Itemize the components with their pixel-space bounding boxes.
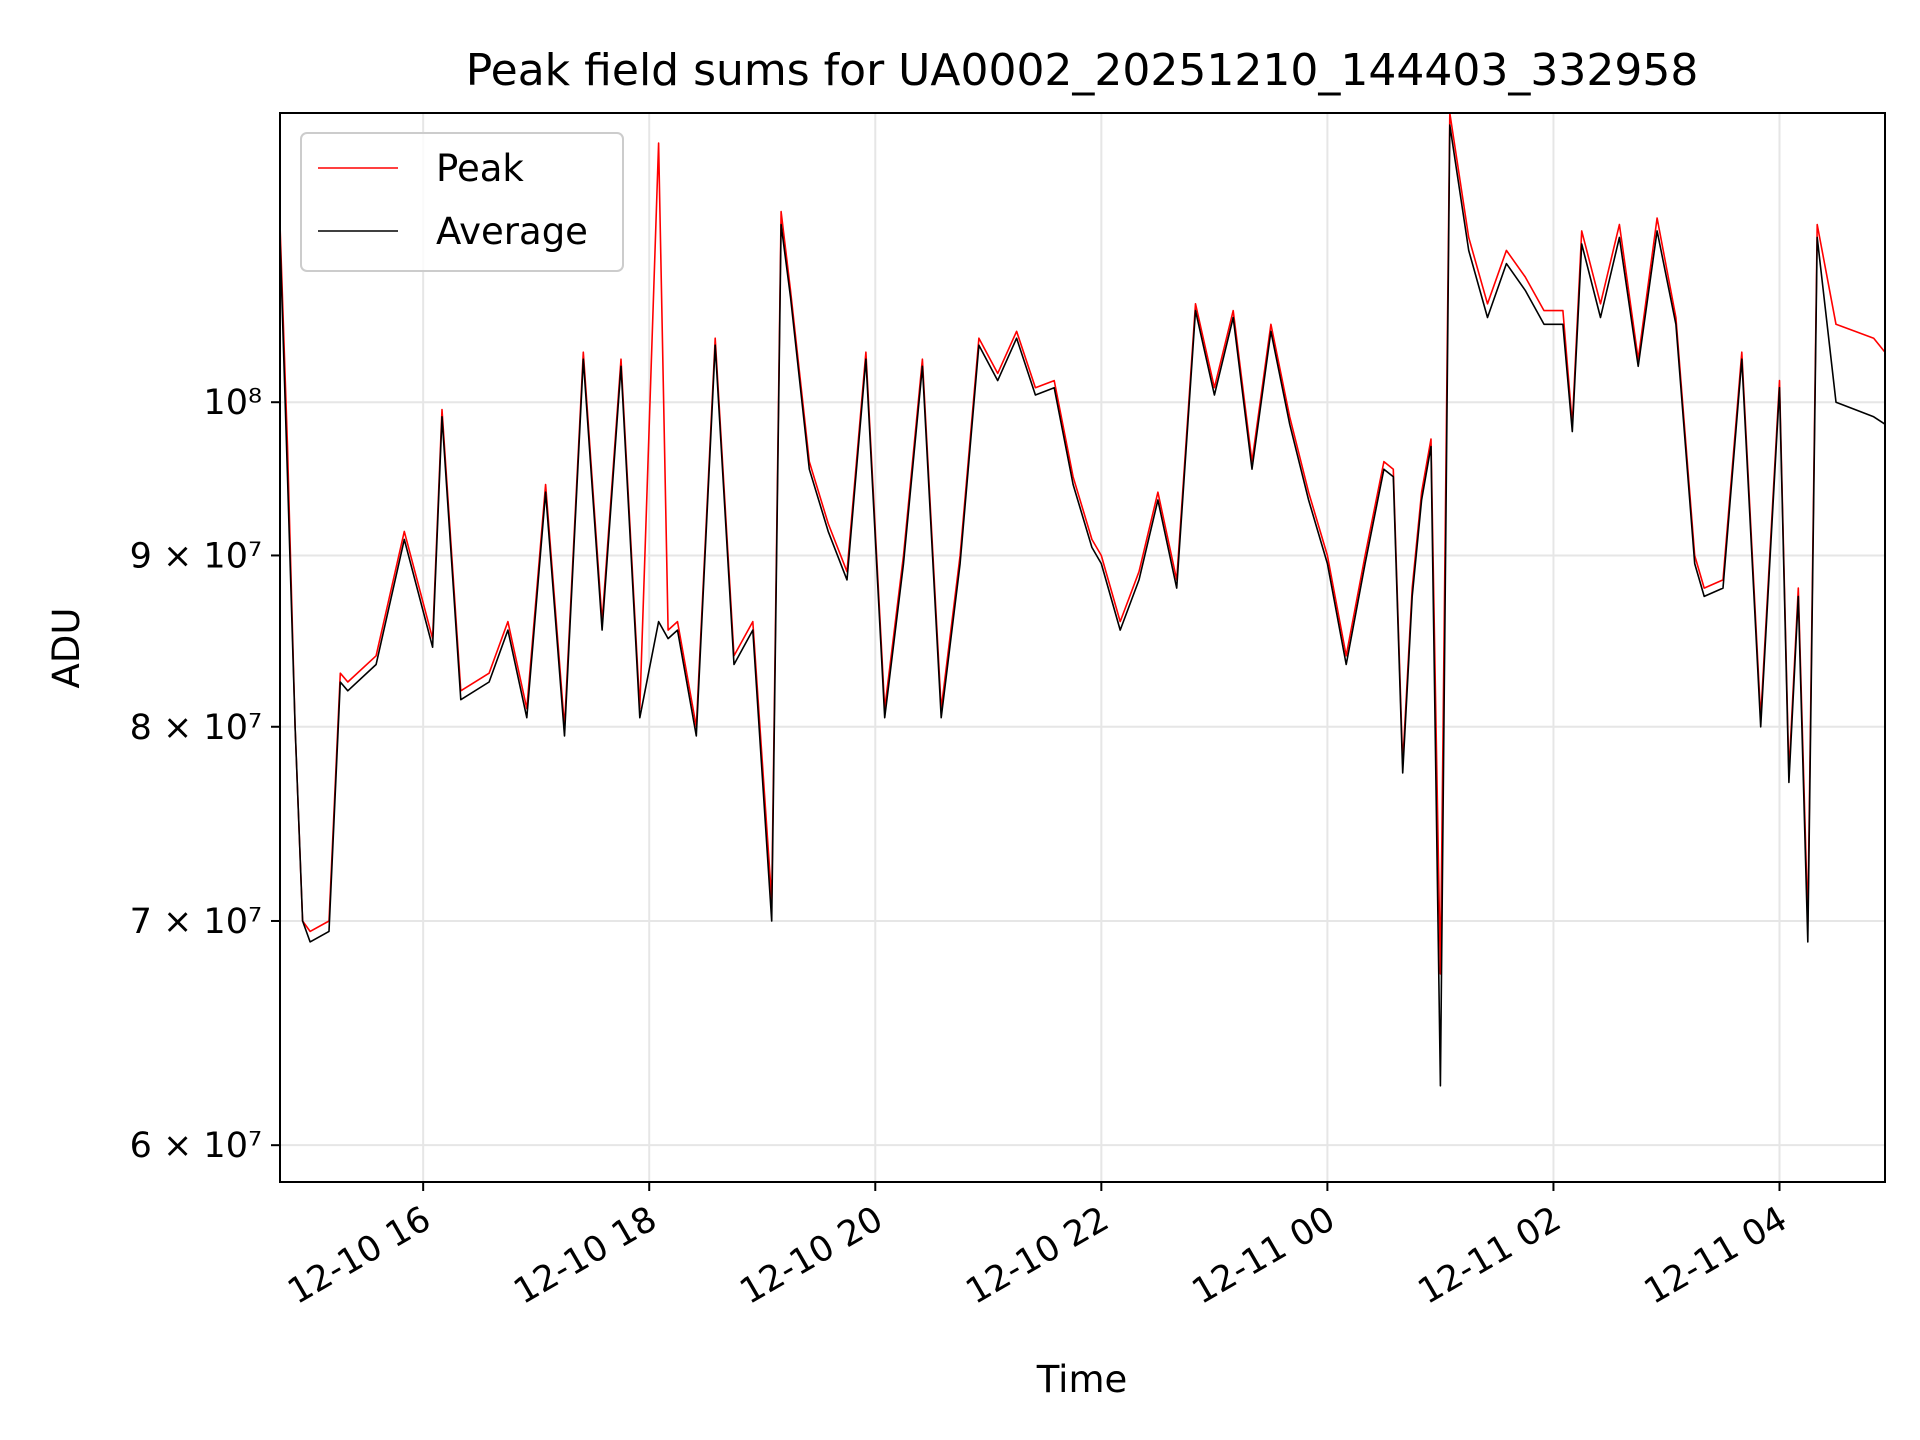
y-axis-ticks: 6 × 10⁷ 7 × 10⁷ 8 × 10⁷ 9 × 10⁷ 10⁸ (130, 383, 280, 1166)
y-tick-label: 6 × 10⁷ (130, 1126, 262, 1166)
y-tick-label: 7 × 10⁷ (130, 902, 262, 942)
y-tick-label: 9 × 10⁷ (130, 536, 262, 576)
x-axis-label: Time (1036, 1358, 1128, 1401)
data-series (279, 112, 1886, 1087)
legend: Peak Average (300, 132, 624, 272)
y-tick-label: 8 × 10⁷ (130, 708, 262, 748)
y-tick-label: 10⁸ (203, 383, 262, 423)
plot-frame (279, 112, 1886, 1183)
y-axis-label: ADU (45, 608, 88, 689)
legend-peak-label: Peak (436, 147, 524, 190)
chart-title: Peak field sums for UA0002_20251210_1444… (466, 45, 1699, 96)
grid-lines (280, 113, 1885, 1182)
series-line-average (279, 124, 1886, 1087)
legend-average-label: Average (436, 210, 588, 253)
